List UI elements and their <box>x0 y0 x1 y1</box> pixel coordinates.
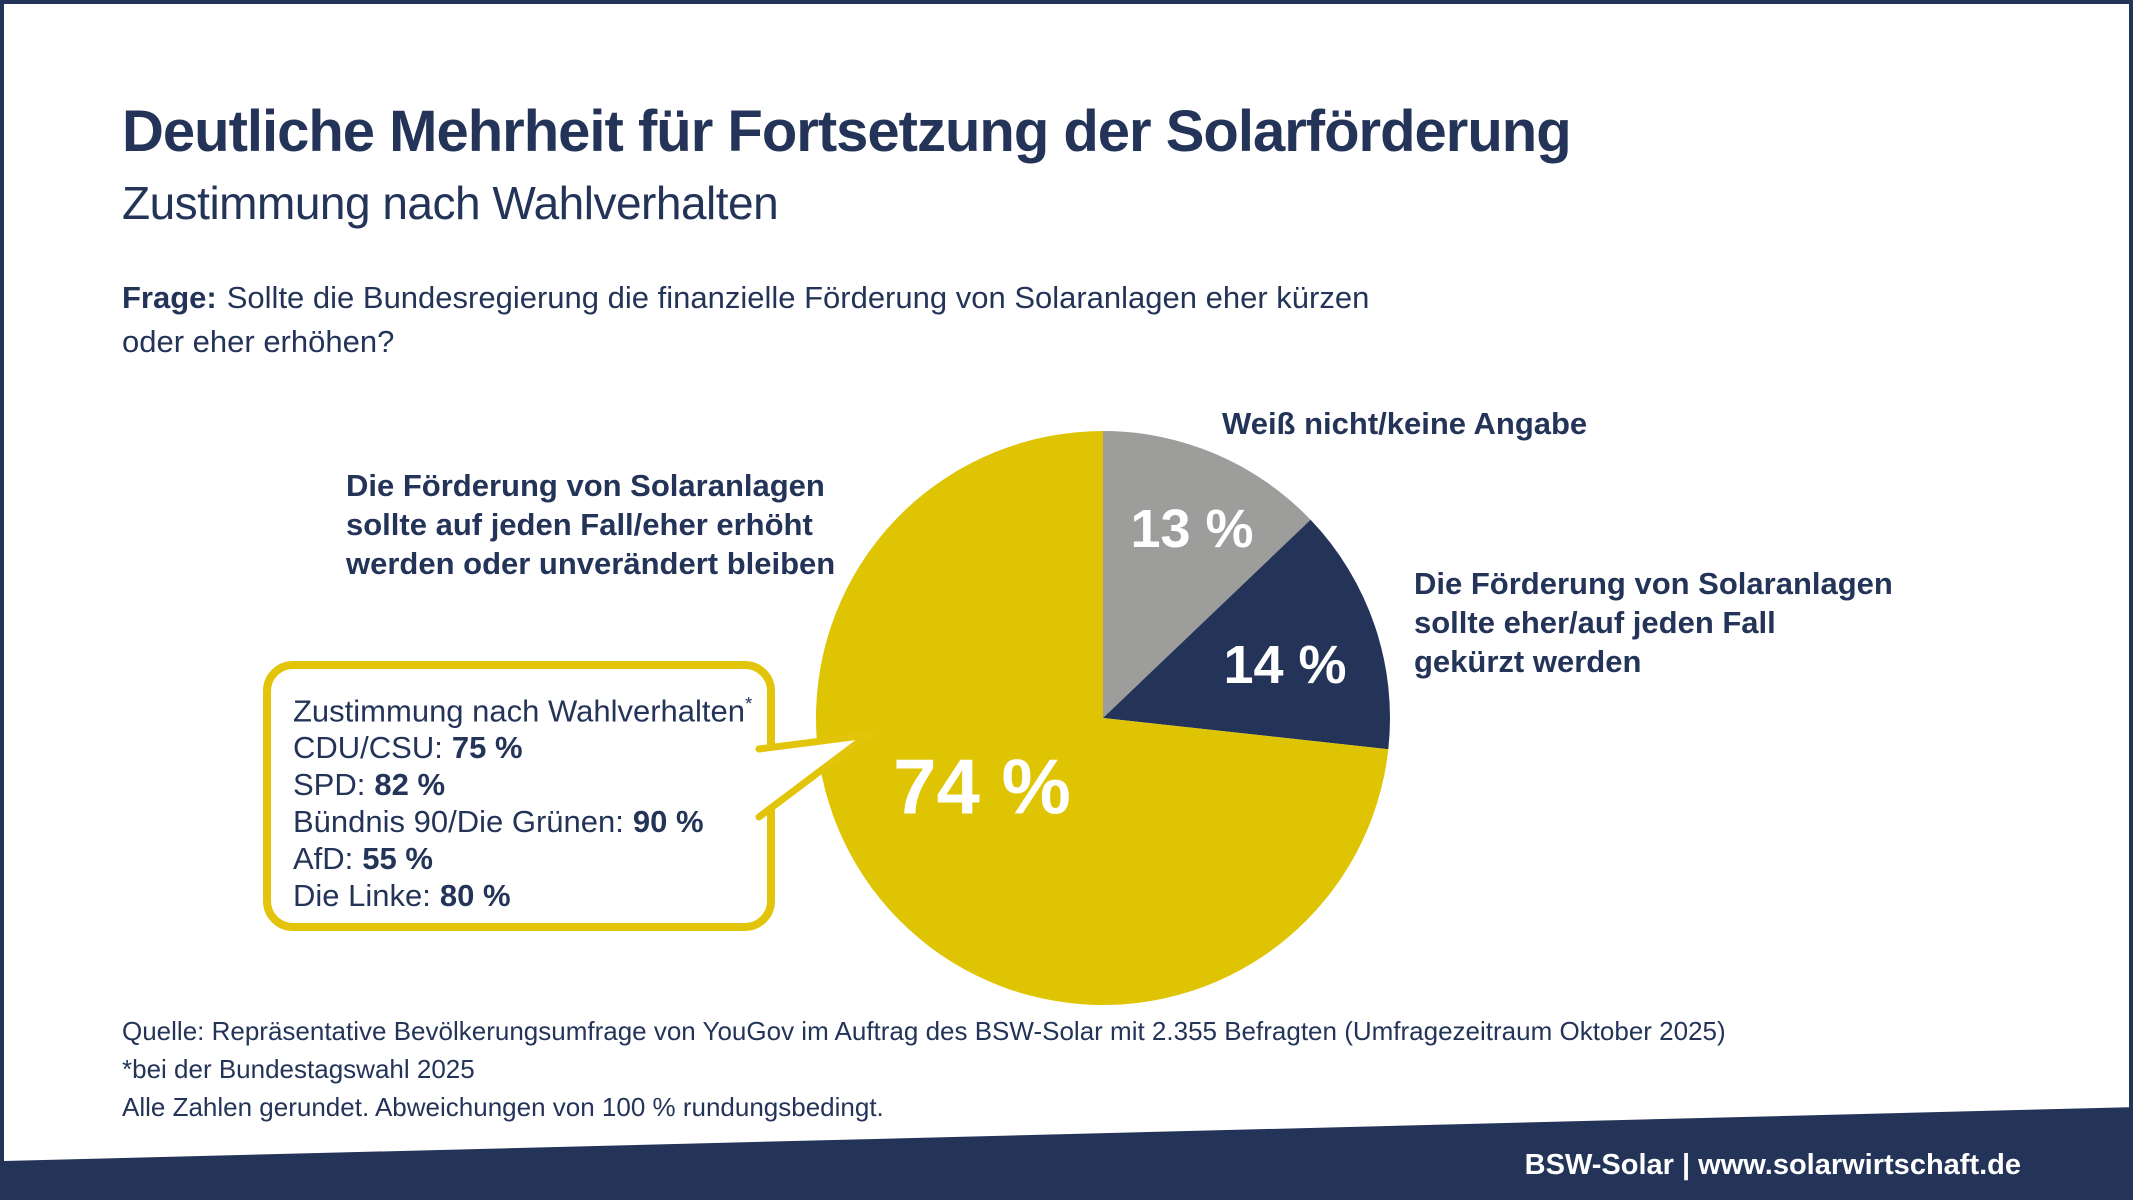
slice-label-erhoeht: Die Förderung von Solaranlagen sollte au… <box>346 468 836 581</box>
callout-party-row: CDU/CSU: 75 % <box>293 730 523 766</box>
slice-label-gekuerzt: Die Förderung von Solaranlagen sollte eh… <box>1414 566 1893 679</box>
footnote-source: Quelle: Repräsentative Bevölkerungsumfra… <box>122 1016 1726 1046</box>
callout-party-row: Bündnis 90/Die Grünen: 90 % <box>293 804 704 840</box>
question-prefix: Frage: <box>122 280 217 315</box>
question-text: Sollte die Bundesregierung die finanziel… <box>122 280 1370 359</box>
callout-tail-shape <box>755 729 881 821</box>
callout-title: Zustimmung nach Wahlverhalten* <box>293 693 753 729</box>
page-subtitle: Zustimmung nach Wahlverhalten <box>122 177 779 229</box>
callout-asterisk: * <box>745 693 753 714</box>
callout-box: Zustimmung nach Wahlverhalten* CDU/CSU: 7… <box>263 661 775 931</box>
callout-party-row: Die Linke: 80 % <box>293 878 511 914</box>
pie-value-erhoeht: 74 % <box>893 742 1071 831</box>
footnote-asterisk: *bei der Bundestagswahl 2025 <box>122 1054 475 1084</box>
footer-brand: BSW-Solar | www.solarwirtschaft.de <box>1524 1149 2021 1181</box>
survey-question: Frage: Sollte die Bundesregierung die fin… <box>122 276 1369 364</box>
callout-party-row: SPD: 82 % <box>293 767 446 803</box>
page-title: Deutliche Mehrheit für Fortsetzung der S… <box>122 99 1572 164</box>
pie-slice-erhoeht <box>816 431 1389 1005</box>
slice-label-weiss-nicht: Weiß nicht/keine Angabe <box>1222 406 1588 441</box>
pie-value-gekuerzt: 14 % <box>1223 635 1347 695</box>
footnotes: Quelle: Repräsentative Bevölkerungsumfra… <box>122 1012 1726 1126</box>
callout-party-row: AfD: 55 % <box>293 841 433 877</box>
pie-value-weiss-nicht: 13 % <box>1130 499 1254 559</box>
footnote-rounding: Alle Zahlen gerundet. Abweichungen von 1… <box>122 1092 884 1122</box>
